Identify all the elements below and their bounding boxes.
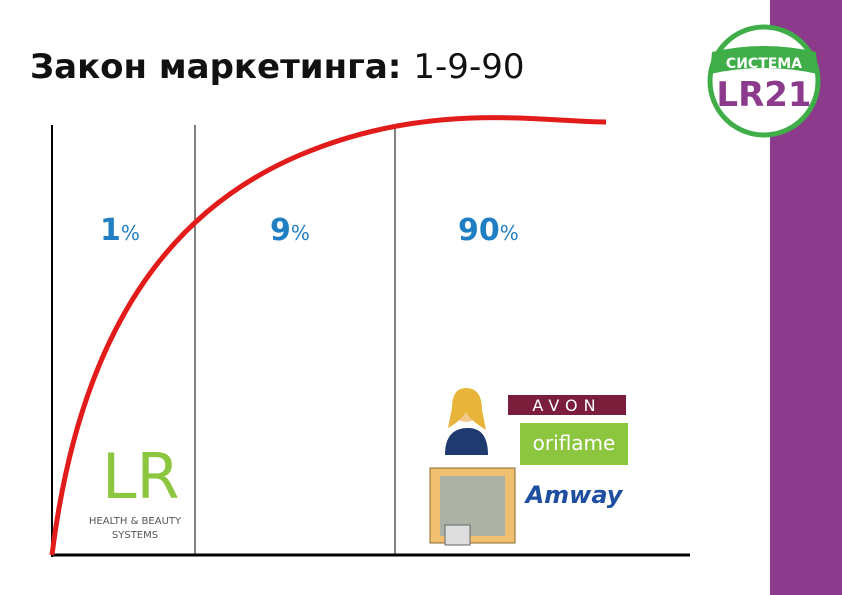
segment-label: 90% [458, 213, 519, 248]
segment-label: 9% [270, 213, 310, 248]
person-icon [445, 388, 488, 455]
segment-label: 1% [100, 213, 140, 248]
badge-banner [710, 46, 818, 74]
avon-bg [508, 395, 626, 415]
lr-mark: LR [102, 440, 180, 513]
building-icon [429, 467, 516, 546]
lr-logo: LR HEALTH & BEAUTY SYSTEMS [89, 440, 182, 541]
badge: СИСТЕМА LR21 [707, 24, 821, 138]
segment-unit: % [500, 221, 519, 245]
badge-top: СИСТЕМА [726, 56, 802, 72]
title-bold: Закон маркетинга: [30, 47, 401, 87]
oriflame-bg [520, 423, 628, 465]
segment-number: 1 [100, 213, 121, 248]
brand: Amway [524, 481, 624, 509]
segment-number: 9 [270, 213, 291, 248]
lr-line2: SYSTEMS [112, 530, 158, 541]
title-rest: 1-9-90 [413, 47, 524, 87]
brand: oriflame [533, 431, 616, 455]
growth-curve [49, 115, 607, 556]
segment-unit: % [121, 221, 140, 245]
badge-bottom: LR21 [716, 75, 811, 115]
segment-labels: 1% 9% 90% [100, 213, 519, 248]
segment-number: 90 [458, 213, 500, 248]
brand: AVON [532, 396, 601, 415]
segment-unit: % [291, 221, 310, 245]
slide-title: Закон маркетинга: 1-9-90 [30, 47, 524, 87]
lr-line1: HEALTH & BEAUTY [89, 516, 182, 527]
